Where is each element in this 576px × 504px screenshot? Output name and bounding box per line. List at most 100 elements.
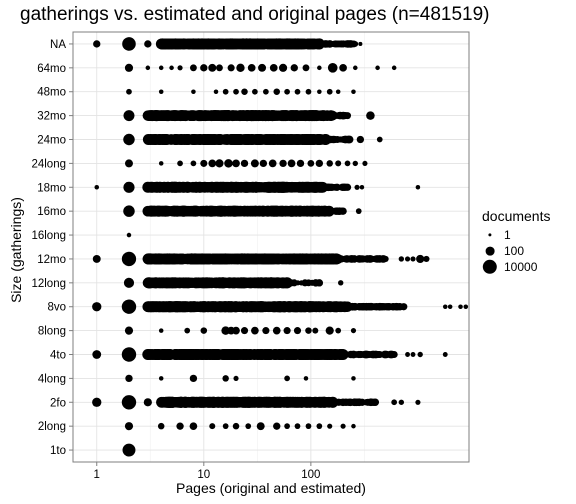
- data-point: [125, 374, 133, 383]
- data-point: [303, 376, 309, 381]
- data-point: [343, 183, 352, 191]
- data-point: [366, 111, 375, 120]
- data-point: [351, 423, 356, 429]
- y-tick-label: 32mo: [37, 111, 66, 123]
- data-point: [92, 254, 101, 263]
- data-point: [347, 41, 352, 47]
- data-point: [353, 65, 358, 71]
- data-point: [382, 255, 389, 262]
- data-point: [335, 89, 341, 94]
- legend-item: 1: [482, 227, 572, 243]
- data-point: [345, 135, 354, 144]
- y-tick-label: 2fo: [50, 397, 66, 409]
- data-point: [123, 110, 135, 122]
- y-tick-label: 64mo: [37, 63, 66, 75]
- legend-label: 1: [504, 228, 511, 242]
- data-point: [251, 326, 259, 335]
- data-point: [233, 375, 239, 381]
- data-point: [121, 251, 137, 267]
- legend-key: [482, 259, 498, 275]
- data-point: [189, 374, 198, 383]
- data-point: [338, 280, 344, 286]
- data-point: [158, 328, 164, 333]
- data-point: [273, 422, 281, 430]
- data-point: [222, 423, 229, 430]
- data-point: [236, 63, 245, 73]
- y-tick-label: 16long: [31, 230, 66, 242]
- y-tick-label: 48mo: [37, 87, 66, 99]
- data-point: [423, 255, 430, 263]
- data-point: [294, 423, 301, 430]
- legend-key: [482, 243, 498, 259]
- data-point: [143, 398, 152, 407]
- data-point: [208, 63, 217, 72]
- data-point: [121, 347, 137, 362]
- data-point: [283, 327, 291, 335]
- data-point: [123, 181, 135, 193]
- legend-title: documents: [482, 208, 551, 224]
- data-point: [356, 135, 365, 144]
- data-point: [122, 443, 136, 457]
- data-point: [316, 423, 323, 430]
- data-point: [184, 327, 191, 334]
- data-point: [200, 64, 208, 72]
- data-point: [256, 422, 265, 431]
- data-point: [312, 327, 319, 334]
- data-point: [227, 64, 235, 72]
- data-point: [375, 65, 380, 71]
- legend-item: 10000: [482, 259, 572, 275]
- y-tick-label: 8long: [38, 326, 66, 338]
- data-point: [177, 160, 183, 167]
- y-tick-label: 8vo: [47, 302, 66, 314]
- data-point: [94, 185, 100, 190]
- chart-title: gatherings vs. estimated and original pa…: [20, 4, 490, 25]
- plot-panel: [73, 32, 469, 462]
- data-point: [463, 304, 469, 309]
- data-point: [232, 422, 240, 430]
- data-point: [269, 63, 278, 72]
- data-point: [339, 63, 347, 72]
- x-tick-label: 1: [94, 469, 100, 481]
- data-point: [293, 327, 302, 335]
- data-point: [390, 350, 398, 359]
- data-point: [335, 327, 342, 334]
- data-point: [158, 376, 164, 381]
- data-point: [124, 63, 134, 72]
- data-point: [402, 304, 408, 310]
- legend-label: 10000: [504, 260, 538, 274]
- data-point: [209, 423, 216, 430]
- legend-label: 100: [504, 244, 525, 258]
- data-point: [200, 327, 208, 334]
- data-point: [284, 375, 290, 382]
- data-point: [352, 41, 359, 47]
- x-tick-label: 100: [301, 469, 320, 481]
- data-point: [232, 159, 240, 168]
- y-tick-label: 24long: [31, 158, 66, 170]
- data-point: [262, 327, 270, 335]
- legend-dot: [488, 233, 492, 237]
- data-point: [296, 159, 305, 168]
- data-point: [339, 207, 347, 215]
- data-point: [92, 302, 102, 312]
- data-point: [121, 299, 137, 314]
- data-point: [122, 37, 136, 51]
- data-point: [208, 159, 217, 168]
- data-point: [169, 65, 174, 71]
- data-point: [123, 277, 135, 288]
- data-point: [92, 397, 102, 407]
- data-point: [213, 89, 219, 94]
- y-tick-label: 12long: [31, 278, 66, 290]
- data-point: [305, 88, 312, 95]
- data-point: [410, 352, 416, 357]
- data-point: [362, 160, 368, 166]
- data-point: [126, 232, 132, 238]
- data-point: [233, 88, 239, 95]
- data-point: [294, 88, 301, 95]
- data-point: [278, 63, 288, 72]
- data-point: [404, 256, 411, 262]
- data-point: [305, 327, 312, 334]
- data-point: [354, 184, 360, 190]
- data-point: [145, 65, 151, 71]
- data-point: [351, 376, 356, 381]
